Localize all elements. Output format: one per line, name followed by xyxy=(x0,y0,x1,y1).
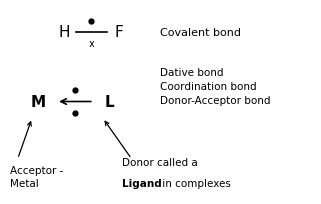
Text: L: L xyxy=(104,94,114,110)
Text: in complexes: in complexes xyxy=(159,178,231,188)
Text: F: F xyxy=(114,25,123,40)
Text: Covalent bond: Covalent bond xyxy=(160,28,241,38)
Text: Acceptor -
Metal: Acceptor - Metal xyxy=(10,165,63,188)
Text: Ligand: Ligand xyxy=(122,178,162,188)
Text: x: x xyxy=(89,39,94,49)
Text: M: M xyxy=(31,94,46,110)
Text: Dative bond
Coordination bond
Donor-Acceptor bond: Dative bond Coordination bond Donor-Acce… xyxy=(160,68,271,106)
Text: Donor called a: Donor called a xyxy=(122,157,198,167)
Text: H: H xyxy=(58,25,70,40)
